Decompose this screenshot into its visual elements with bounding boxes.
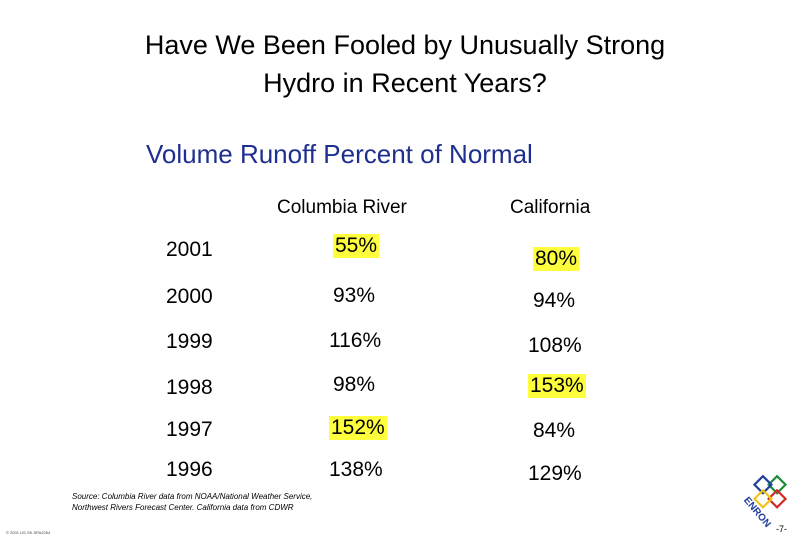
row-year: 2000 [166,285,213,308]
source-note: Source: Columbia River data from NOAA/Na… [72,491,312,513]
california-value: 129% [528,462,582,485]
california-value: 84% [533,419,576,442]
columbia-river-value: 152% [329,416,387,440]
source-line-1: Source: Columbia River data from NOAA/Na… [72,492,313,501]
page-number: -7- [776,524,787,534]
california-value: 80% [533,247,580,271]
header-columbia-river: Columbia River [277,197,407,218]
columbia-river-value: 93% [333,284,376,307]
row-year: 1997 [166,418,213,441]
row-year: 1999 [166,330,213,353]
california-value: 94% [533,289,576,312]
header-california: California [510,197,591,218]
row-year: 1998 [166,376,213,399]
row-year: 1996 [166,458,213,481]
columbia-river-value: 55% [333,234,380,258]
table-subtitle: Volume Runoff Percent of Normal [146,139,533,169]
columbia-river-value: 98% [333,373,376,396]
copyright-text: © 2001 US-SK-SPA2264 [6,530,51,535]
enron-logo-icon: ENRON [741,474,788,530]
slide-title-line-1: Have We Been Fooled by Unusually Strong [144,30,666,60]
source-line-2: Northwest Rivers Forecast Center. Califo… [72,503,294,512]
california-value: 153% [528,374,586,398]
columbia-river-value: 138% [329,458,383,481]
slide-title: Have We Been Fooled by Unusually Strong … [40,26,770,102]
slide-title-line-2: Hydro in Recent Years? [263,68,547,98]
columbia-river-value: 116% [329,329,382,352]
california-value: 108% [528,334,582,357]
row-year: 2001 [166,238,213,261]
